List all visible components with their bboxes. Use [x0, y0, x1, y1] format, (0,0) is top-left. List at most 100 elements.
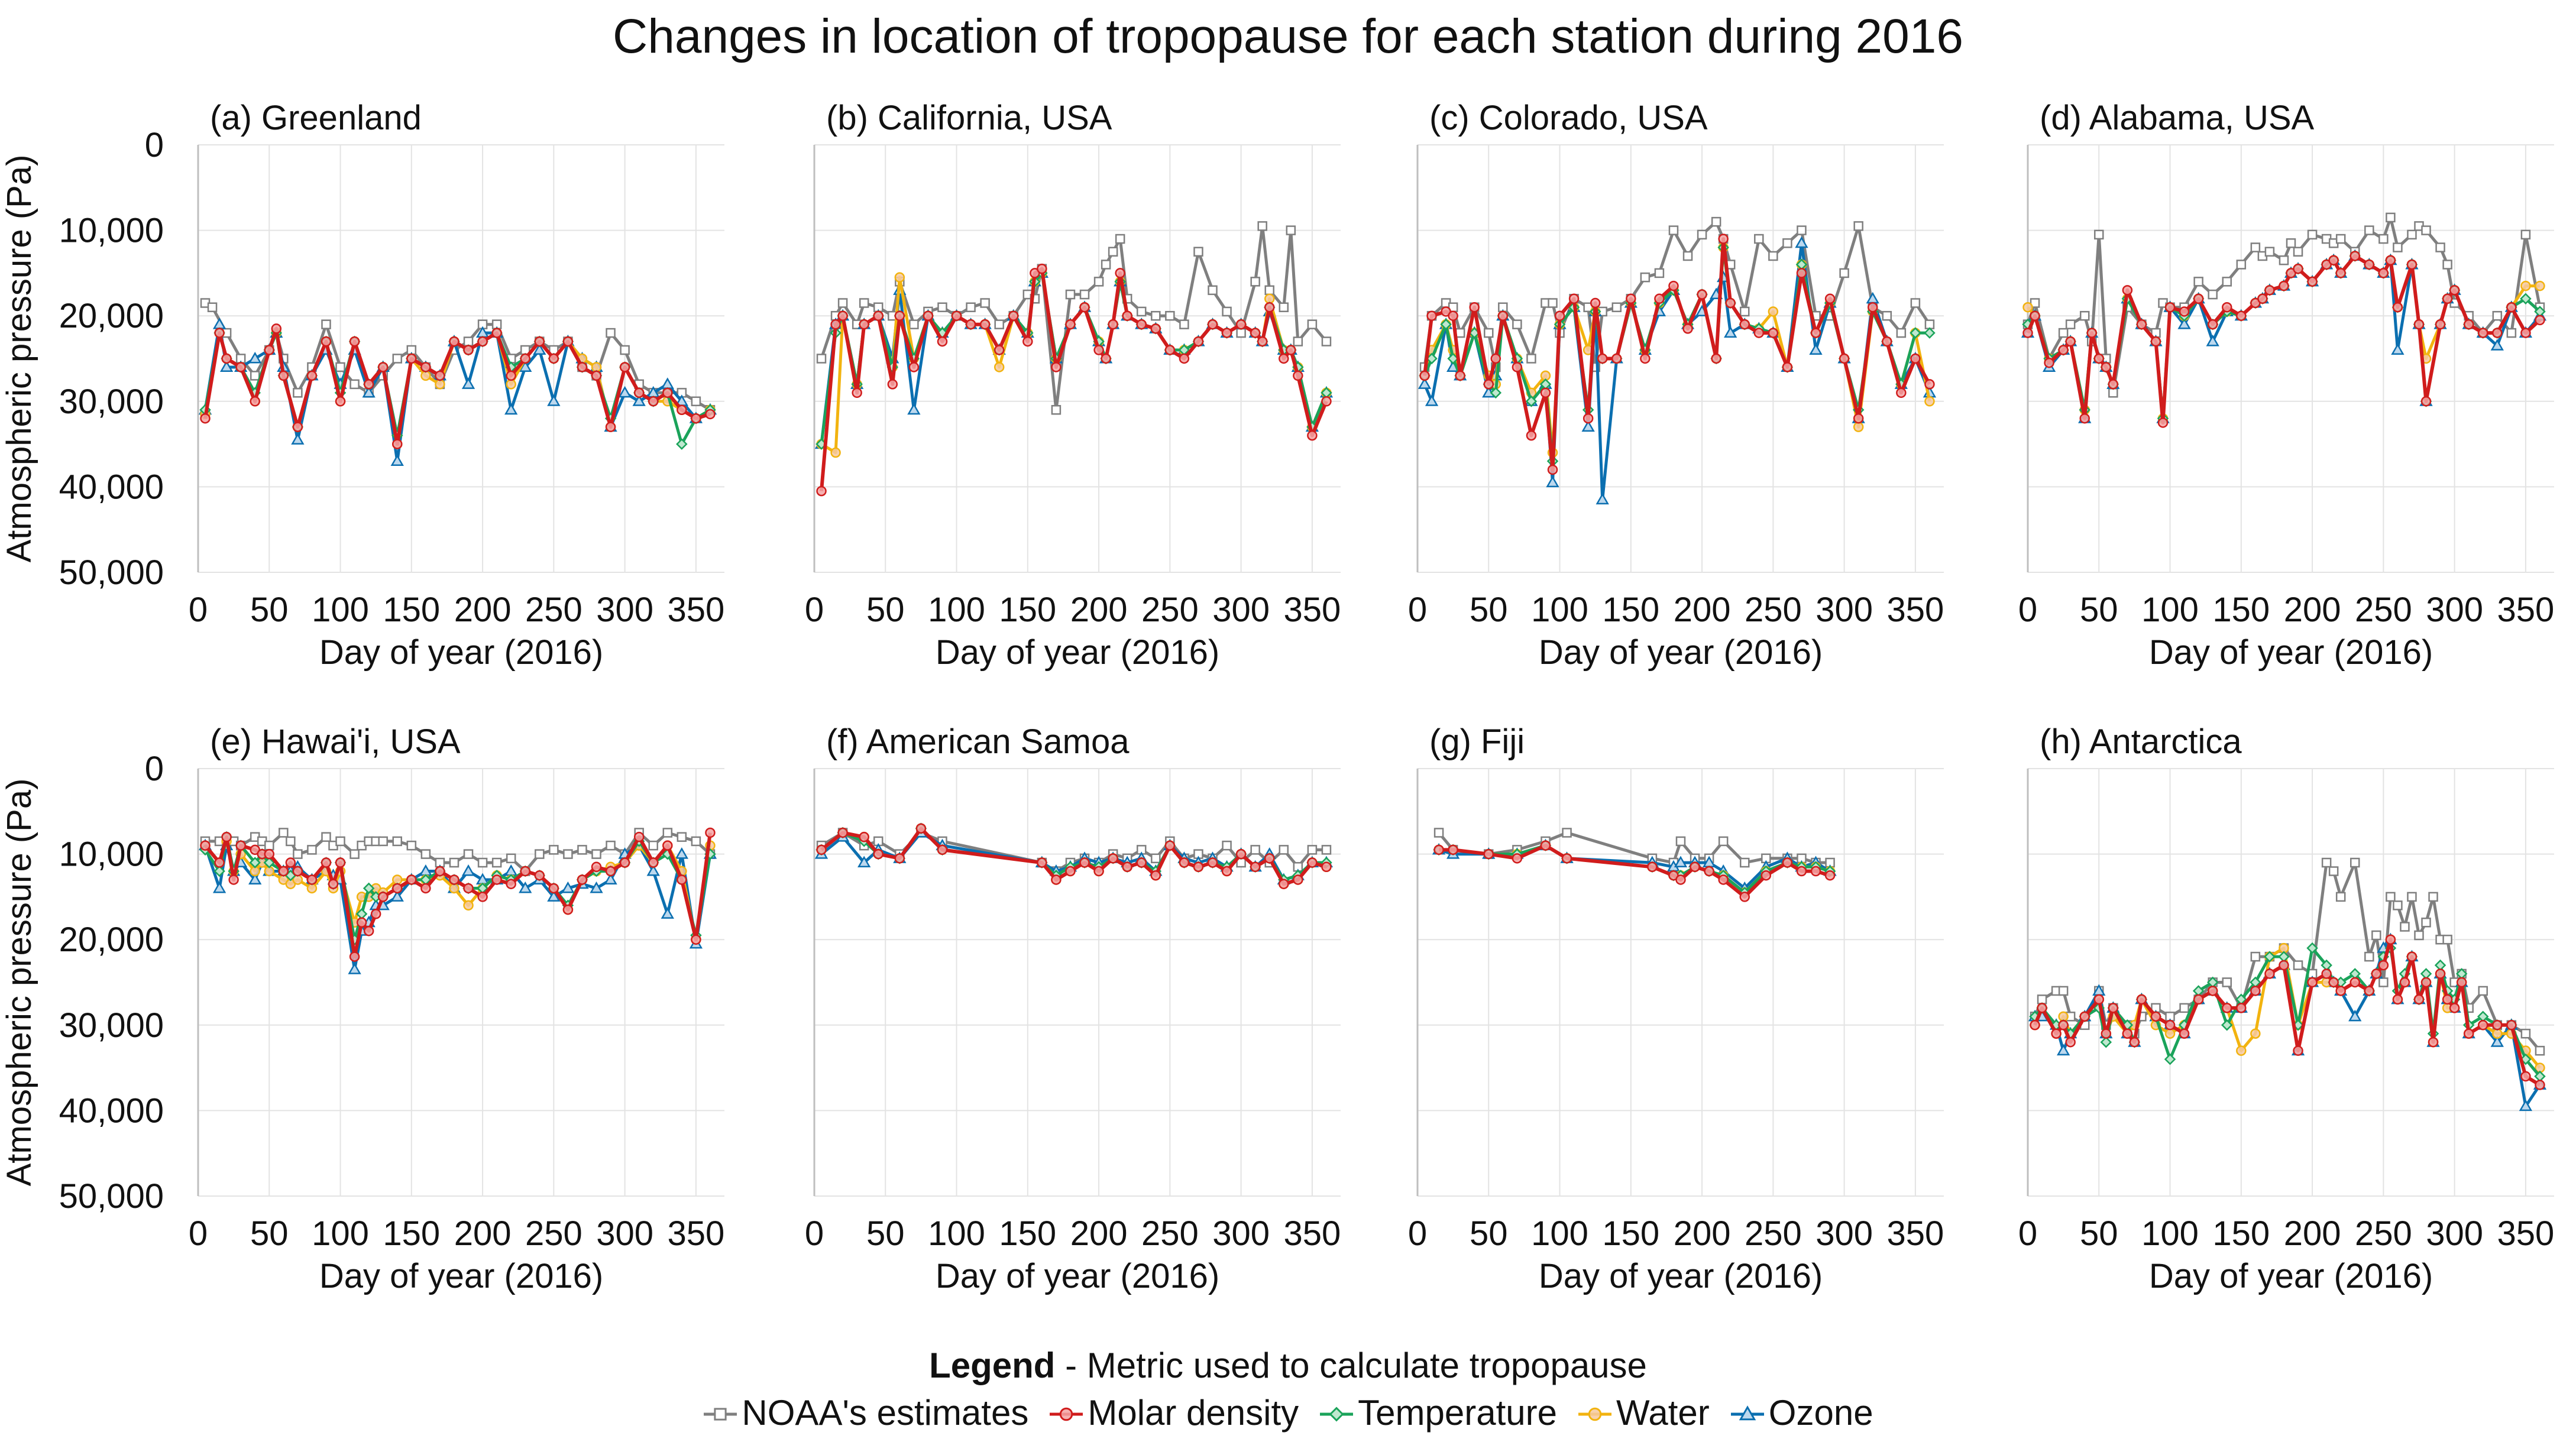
legend-swatch-marker [1739, 1405, 1756, 1421]
data-point-noaa [2435, 242, 2445, 252]
data-point-noaa [691, 836, 701, 847]
data-point-noaa [2428, 892, 2438, 902]
data-point-noaa [2364, 951, 2374, 962]
x-tick-label: 100 [2141, 1214, 2199, 1253]
data-point-molar [1108, 319, 1118, 330]
data-point-molar [2350, 251, 2360, 261]
x-tick-label: 100 [928, 591, 985, 629]
data-point-noaa [1250, 277, 1260, 287]
x-tick-label: 50 [2080, 1214, 2118, 1253]
data-point-molar [2150, 336, 2161, 347]
data-point-noaa [2286, 238, 2296, 248]
data-point-temperature [263, 857, 276, 869]
data-point-molar [321, 336, 332, 347]
legend-item-molar: Molar density [1048, 1389, 1299, 1437]
data-point-noaa [293, 849, 303, 859]
data-point-molar [420, 883, 431, 894]
data-point-molar [506, 370, 516, 381]
data-point-molar [1810, 328, 1821, 338]
data-point-molar [292, 866, 303, 877]
data-point-molar [591, 861, 602, 873]
data-point-molar [1839, 353, 1850, 364]
data-point-molar [577, 874, 588, 885]
data-point-molar [1540, 387, 1551, 398]
data-point-noaa [293, 388, 303, 398]
data-point-molar [250, 396, 260, 407]
data-point-water [2535, 280, 2545, 291]
x-axis-label: Day of year (2016) [319, 1257, 603, 1295]
data-point-molar [859, 831, 869, 842]
data-point-noaa [2222, 277, 2232, 287]
data-point-molar [1136, 857, 1147, 868]
data-point-molar [1307, 430, 1318, 441]
data-point-molar [2236, 1003, 2247, 1013]
data-point-ozone [1546, 475, 1559, 488]
series-line-molar [203, 326, 711, 446]
legend-swatch-temperature [1320, 1407, 1354, 1422]
series-line-molar [820, 827, 1327, 886]
data-point-molar [1257, 336, 1268, 347]
data-point-molar [2193, 293, 2204, 304]
x-tick-label: 150 [383, 1214, 440, 1253]
data-point-noaa [1293, 336, 1303, 346]
data-point-noaa [1484, 328, 1494, 338]
data-point-noaa [535, 849, 545, 859]
data-point-molar [2065, 1036, 2076, 1048]
data-point-molar [979, 319, 991, 330]
data-point-molar [278, 866, 289, 877]
data-point-molar [605, 422, 616, 432]
data-point-temperature [2420, 968, 2432, 980]
data-point-molar [285, 857, 296, 868]
data-point-noaa [2030, 298, 2040, 308]
data-point-noaa [1193, 247, 1203, 257]
data-point-water [993, 362, 1005, 372]
data-point-molar [392, 883, 403, 894]
panel-title: (g) Fiji [1429, 722, 1525, 761]
data-point-molar [214, 328, 225, 338]
data-point-molar [363, 925, 374, 937]
data-point-noaa [1896, 328, 1907, 338]
data-point-molar [1136, 319, 1147, 330]
data-point-molar [859, 319, 869, 330]
y-tick-label: 40,000 [59, 1091, 164, 1130]
data-point-molar [1101, 353, 1111, 364]
data-point-ozone [604, 873, 617, 884]
data-point-noaa [392, 354, 403, 364]
data-point-temperature [1490, 387, 1502, 399]
legend-swatch-marker [714, 1408, 727, 1421]
data-point-ozone [2490, 1035, 2504, 1047]
data-point-water [1924, 396, 1935, 407]
x-tick-label: 250 [2355, 1214, 2412, 1253]
data-point-molar [605, 866, 616, 877]
series-molar [200, 827, 716, 962]
data-point-molar [1037, 857, 1047, 868]
x-tick-label: 50 [1470, 1214, 1508, 1253]
data-point-molar [1108, 853, 1118, 864]
data-point-noaa [1093, 277, 1104, 287]
data-point-ozone [390, 454, 404, 466]
data-point-molar [1455, 370, 1465, 381]
data-point-ozone [1425, 394, 1439, 406]
data-point-molar [2399, 977, 2410, 988]
x-axis-label: Day of year (2016) [936, 633, 1219, 672]
data-point-molar [1115, 268, 1125, 278]
legend-title-rest: - Metric used to calculate tropopause [1055, 1346, 1647, 1385]
data-point-molar [2293, 1045, 2303, 1056]
data-point-molar [1512, 362, 1523, 372]
data-point-temperature [1440, 318, 1452, 330]
data-point-molar [1037, 263, 1047, 274]
data-point-molar [335, 396, 346, 407]
y-tick-label: 40,000 [59, 468, 164, 506]
data-point-molar [816, 844, 827, 856]
data-point-molar [335, 857, 346, 868]
data-point-molar [1739, 892, 1750, 902]
data-point-noaa [1257, 221, 1267, 231]
data-point-molar [662, 840, 673, 851]
data-point-molar [392, 439, 403, 449]
data-point-molar [1761, 870, 1772, 881]
data-point-molar [1490, 353, 1501, 364]
series-molar [816, 823, 1332, 889]
data-point-molar [1448, 844, 1458, 856]
data-point-noaa [1151, 853, 1161, 864]
data-point-noaa [1115, 234, 1125, 244]
